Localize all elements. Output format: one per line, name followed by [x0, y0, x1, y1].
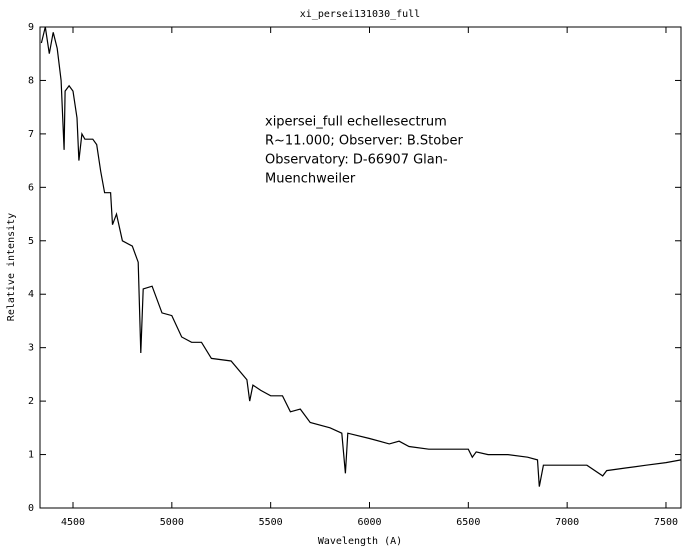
x-tick-label: 4500: [61, 517, 85, 528]
x-tick-label: 7500: [654, 517, 678, 528]
x-tick-label: 5000: [160, 517, 184, 528]
annotation: Muenchweiler: [265, 172, 356, 187]
x-tick-label: 6000: [357, 517, 381, 528]
annotation: R~11.000; Observer: B.Stober: [265, 134, 463, 149]
y-tick-label: 6: [28, 182, 34, 193]
x-axis-label: Wavelength (A): [318, 536, 402, 547]
y-tick-label: 1: [28, 450, 34, 461]
spectrum-line: [40, 26, 682, 487]
annotation: Observatory: D-66907 Glan-: [265, 153, 448, 168]
y-tick-label: 9: [28, 22, 34, 33]
x-tick-label: 7000: [555, 517, 579, 528]
y-tick-label: 0: [28, 503, 34, 514]
y-tick-label: 4: [28, 289, 34, 300]
y-axis-label: Relative intensity: [6, 213, 17, 321]
y-tick-label: 5: [28, 236, 34, 247]
x-tick-label: 5500: [259, 517, 283, 528]
y-tick-label: 8: [28, 75, 34, 86]
y-tick-label: 3: [28, 343, 34, 354]
y-tick-label: 7: [28, 129, 34, 140]
plot-frame: [39, 26, 682, 509]
y-tick-label: 2: [28, 396, 34, 407]
annotation: xipersei_full echellesectrum: [265, 115, 447, 130]
x-tick-label: 6500: [456, 517, 480, 528]
chart-title: xi_persei131030_full: [300, 9, 420, 20]
